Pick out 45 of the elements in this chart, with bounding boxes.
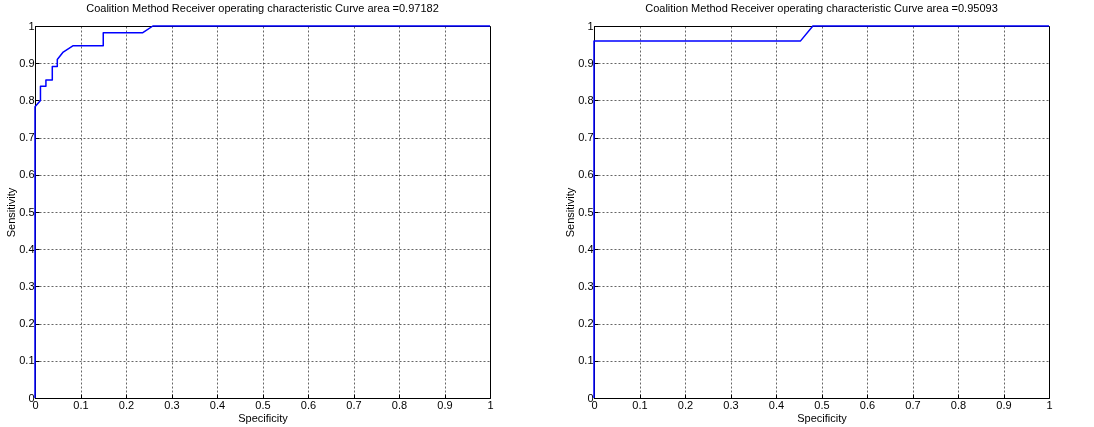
y-tick-label: 0.7 — [578, 131, 594, 144]
y-tick-label: 0.6 — [578, 168, 594, 181]
x-tick-label: 0.2 — [677, 398, 694, 411]
y-tick-label: 0.9 — [19, 56, 35, 69]
y-tick-label: 1 — [28, 19, 35, 32]
chart-title: Coalition Method Receiver operating characteristic Curve area =0.97182 — [86, 2, 439, 14]
y-tick-label: 0.5 — [578, 205, 594, 218]
x-tick-label: 0.3 — [723, 398, 739, 411]
x-tick-label: 0.8 — [391, 398, 408, 411]
line-series — [34, 25, 491, 399]
y-tick-label: 0.3 — [19, 279, 35, 292]
x-tick-label: 0.3 — [164, 398, 180, 411]
y-tick-label: 0.9 — [578, 56, 594, 69]
x-tick-label: 0.4 — [209, 398, 226, 411]
y-tick-label: 0.2 — [19, 317, 35, 330]
y-axis-title: Sensitivity — [564, 187, 577, 238]
y-tick-label: 0.7 — [19, 131, 35, 144]
y-axis-title: Sensitivity — [5, 187, 18, 238]
x-tick-label: 1 — [487, 398, 494, 411]
x-tick-label: 0.9 — [996, 398, 1012, 411]
x-tick-label: 0.6 — [300, 398, 317, 411]
chart-title: Coalition Method Receiver operating characteristic Curve area =0.95093 — [645, 2, 998, 14]
y-tick-label: 0.2 — [578, 317, 594, 330]
y-tick-label: 0.8 — [19, 93, 35, 106]
y-tick-label: 0.8 — [578, 93, 594, 106]
y-tick-label: 1 — [587, 19, 594, 32]
x-tick-label: 0.1 — [632, 398, 648, 411]
x-tick-label: 0.9 — [437, 398, 453, 411]
x-tick-label: 0.5 — [814, 398, 830, 411]
x-tick-label: 0.7 — [346, 398, 362, 411]
x-tick-label: 0.4 — [768, 398, 785, 411]
y-tick-label: 0.1 — [578, 354, 594, 367]
x-tick-label: 0.8 — [950, 398, 967, 411]
x-axis-title: Specificity — [797, 411, 848, 424]
y-tick-label: 0.5 — [19, 205, 35, 218]
x-tick-label: 0.6 — [859, 398, 876, 411]
y-tick-label: 0.6 — [19, 168, 35, 181]
x-tick-label: 0.5 — [255, 398, 271, 411]
x-axis-title: Specificity — [238, 411, 289, 424]
y-tick-label: 0.1 — [19, 354, 35, 367]
x-tick-label: 0.7 — [905, 398, 921, 411]
y-tick-label: 0.3 — [578, 279, 594, 292]
x-tick-label: 0.2 — [118, 398, 135, 411]
x-tick-label: 1 — [1046, 398, 1053, 411]
x-tick-label: 0.1 — [73, 398, 89, 411]
